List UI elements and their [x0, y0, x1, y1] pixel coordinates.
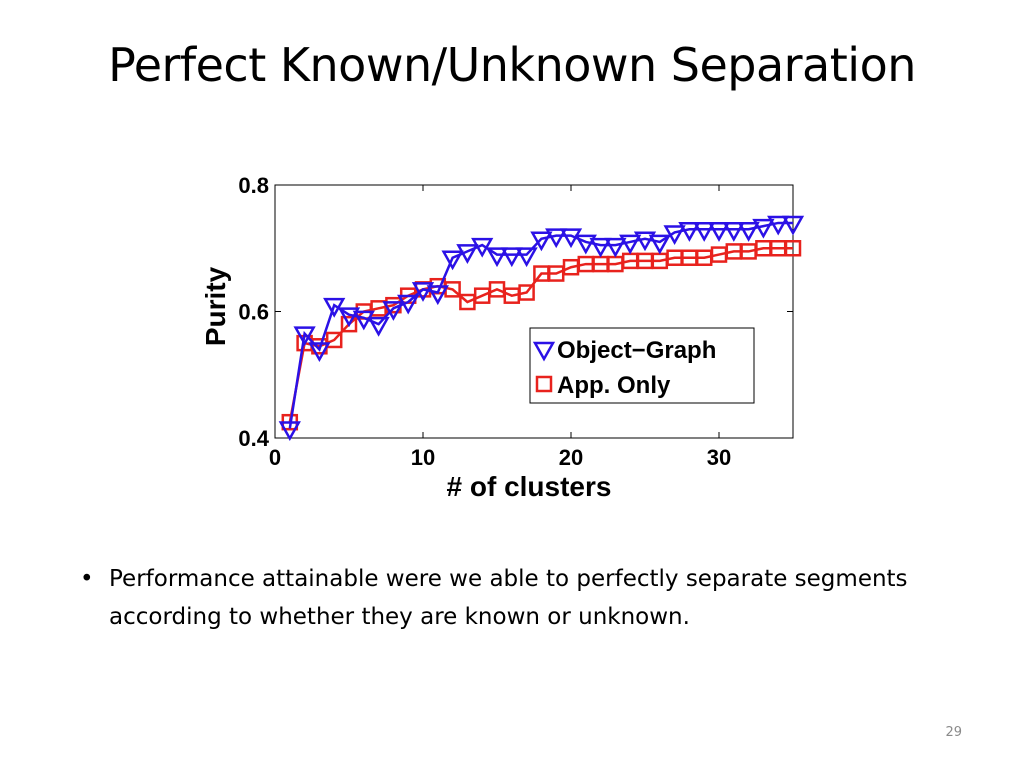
data-point: [574, 234, 597, 255]
data-point: [648, 234, 671, 255]
data-point: [515, 247, 538, 268]
data-point: [325, 331, 343, 349]
data-point: [693, 222, 716, 242]
data-point: [589, 237, 612, 258]
data-point: [707, 222, 731, 242]
data-point: [308, 342, 331, 362]
data-point: [781, 215, 805, 236]
data-point: [619, 234, 642, 255]
data-point: [278, 421, 301, 442]
legend-label: Object−Graph: [557, 337, 716, 364]
data-point: [337, 307, 361, 328]
data-point: [441, 250, 464, 271]
bullet-text: Performance attainable were we able to p…: [109, 566, 908, 630]
data-point: [678, 222, 701, 242]
legend-label: App. Only: [557, 372, 671, 399]
data-point: [471, 237, 494, 258]
data-point: [352, 310, 375, 331]
slide-title: Perfect Known/Unknown Separation: [108, 38, 916, 92]
x-tick-label: 20: [559, 445, 583, 470]
y-tick-label: 0.8: [238, 173, 269, 198]
x-tick-label: 30: [707, 445, 731, 470]
data-point: [559, 228, 583, 249]
data-point: [535, 375, 553, 393]
y-tick-label: 0.6: [238, 300, 269, 325]
data-point: [426, 285, 449, 306]
data-point: [663, 225, 686, 245]
data-point: [784, 240, 802, 257]
data-point: [633, 231, 657, 252]
data-point: [397, 294, 420, 315]
data-point: [767, 215, 790, 236]
data-point: [456, 244, 479, 264]
data-point: [722, 222, 745, 242]
data-point: [737, 222, 760, 242]
data-point: [604, 237, 627, 258]
data-point: [367, 316, 390, 337]
data-point: [545, 228, 568, 249]
data-point: [485, 247, 509, 268]
data-point: [752, 218, 775, 239]
y-axis-title: Purity: [200, 266, 231, 346]
bullet-marker: •: [80, 566, 94, 592]
data-point: [532, 341, 556, 362]
data-point: [323, 297, 346, 318]
x-axis-title: # of clusters: [447, 471, 612, 502]
page-number: 29: [945, 725, 962, 740]
data-point: [293, 326, 316, 347]
legend-box: [529, 327, 755, 404]
data-point: [500, 247, 523, 268]
bullet-item: • Performance attainable were we able to…: [80, 560, 980, 636]
legend-entry: Object−Graph: [532, 337, 716, 364]
data-point: [518, 284, 535, 301]
legend: Object−Graph App. Only: [529, 327, 755, 404]
purity-chart: 0 10 20 30 0.4 0.6 0.8 # of clusters Purity Objec…: [200, 173, 805, 502]
series-line: [288, 247, 793, 423]
x-tick-label: 10: [411, 445, 435, 470]
data-point: [382, 301, 405, 321]
legend-entry: App. Only: [535, 372, 671, 399]
data-point: [411, 282, 435, 302]
bullet-list: • Performance attainable were we able to…: [80, 560, 980, 636]
data-point: [340, 315, 358, 333]
series-object-graph: [278, 215, 805, 442]
y-tick-label: 0.4: [238, 426, 269, 451]
data-point: [530, 231, 553, 252]
x-tick-label: 0: [269, 445, 281, 470]
